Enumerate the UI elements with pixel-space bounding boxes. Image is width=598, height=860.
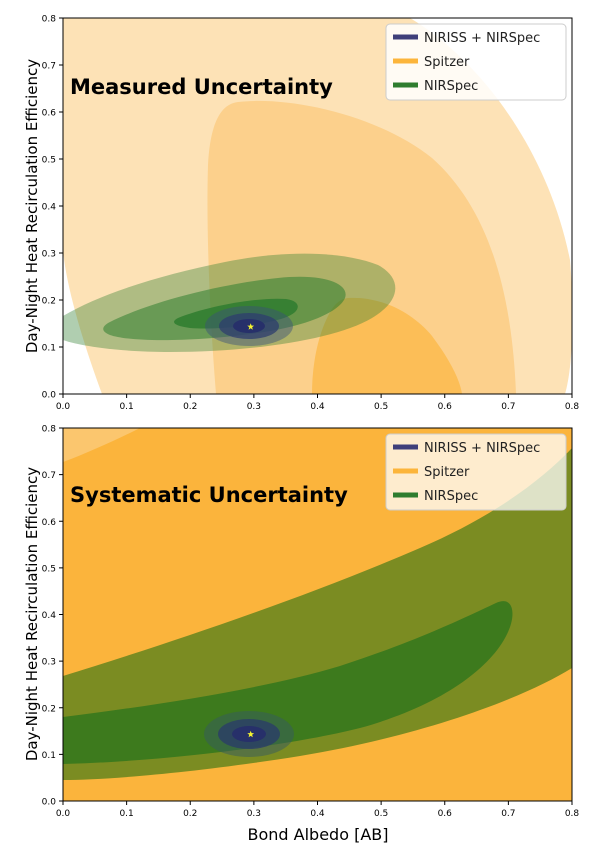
x-tick-label: 0.3 bbox=[247, 402, 261, 412]
x-tick-label: 0.2 bbox=[183, 809, 197, 819]
legend-label-nirspec-2: NIRSpec bbox=[424, 489, 478, 504]
legend-box-2 bbox=[385, 433, 567, 511]
panel-systematic-xlabel: Bond Albedo [AB] bbox=[248, 825, 389, 844]
x-tick-label: 0.1 bbox=[119, 402, 133, 412]
spitzer-contour-corner bbox=[63, 428, 140, 462]
y-tick-label: 0.4 bbox=[42, 611, 57, 621]
x-tick-label: 0.8 bbox=[565, 809, 580, 819]
x-tick-label: 0.4 bbox=[310, 402, 325, 412]
nirspec-band-outer bbox=[63, 448, 572, 780]
best-fit-star-1 bbox=[247, 323, 255, 330]
x-tick-label: 0.1 bbox=[119, 809, 133, 819]
y-tick-label: 0.2 bbox=[42, 297, 56, 307]
y-tick-label: 0.4 bbox=[42, 203, 57, 213]
x-tick-label: 0.5 bbox=[374, 809, 388, 819]
panel-measured-ylabel: Day-Night Heat Recirculation Efficiency bbox=[23, 59, 41, 353]
panel-measured-legend: NIRISS + NIRSpec Spitzer NIRSpec bbox=[385, 23, 567, 101]
panel-systematic-legend: NIRISS + NIRSpec Spitzer NIRSpec bbox=[385, 433, 567, 511]
y-tick-label: 0.6 bbox=[42, 518, 57, 528]
y-tick-label: 0.1 bbox=[42, 751, 56, 761]
panel-systematic-title: Systematic Uncertainty bbox=[70, 483, 348, 507]
x-tick-label: 0.5 bbox=[374, 402, 388, 412]
x-tick-label: 0.7 bbox=[501, 402, 515, 412]
y-tick-label: 0.3 bbox=[42, 658, 56, 668]
x-tick-label: 0.3 bbox=[247, 809, 261, 819]
nirspec-band-middle bbox=[63, 601, 513, 764]
y-tick-label: 0.3 bbox=[42, 250, 56, 260]
x-tick-label: 0.6 bbox=[438, 809, 453, 819]
y-tick-label: 0.8 bbox=[42, 15, 57, 25]
x-tick-label: 0.7 bbox=[501, 809, 515, 819]
x-tick-label: 0.6 bbox=[438, 402, 453, 412]
x-tick-label: 0.4 bbox=[310, 809, 325, 819]
y-tick-label: 0.2 bbox=[42, 704, 56, 714]
x-tick-label: 0.2 bbox=[183, 402, 197, 412]
y-tick-label: 0.6 bbox=[42, 109, 57, 119]
y-tick-label: 0.0 bbox=[42, 391, 57, 401]
spitzer-contour-inner bbox=[312, 297, 462, 394]
y-tick-label: 0.1 bbox=[42, 344, 56, 354]
panel-measured: Measured Uncertainty Day-Night Heat Reci… bbox=[23, 15, 579, 413]
panel-systematic-ticks: 0.0 0.1 0.2 0.3 0.4 0.5 0.6 0.7 0.8 0.0 0.1 0.2 0.3 0… bbox=[42, 425, 580, 820]
x-tick-label: 0.8 bbox=[565, 402, 580, 412]
legend-label-spitzer-2: Spitzer bbox=[424, 465, 470, 480]
y-tick-label: 0.0 bbox=[42, 798, 57, 808]
legend-label-combined-2: NIRISS + NIRSpec bbox=[424, 441, 540, 456]
y-tick-label: 0.8 bbox=[42, 425, 57, 435]
legend-label-combined: NIRISS + NIRSpec bbox=[424, 31, 540, 46]
panel-systematic-ylabel: Day-Night Heat Recirculation Efficiency bbox=[23, 467, 41, 761]
x-tick-label: 0.0 bbox=[56, 809, 71, 819]
x-tick-label: 0.0 bbox=[56, 402, 71, 412]
y-tick-label: 0.7 bbox=[42, 471, 56, 481]
legend-box bbox=[385, 23, 567, 101]
y-tick-label: 0.5 bbox=[42, 564, 56, 574]
panel-measured-ticks: 0.0 0.1 0.2 0.3 0.4 0.5 0.6 0.7 0.8 0.0 0.1 0.2 0.3 0… bbox=[42, 15, 580, 413]
panel-systematic: Systematic Uncertainty Day-Night Heat Re… bbox=[23, 425, 579, 845]
panel-measured-title: Measured Uncertainty bbox=[70, 75, 333, 99]
y-tick-label: 0.7 bbox=[42, 62, 56, 72]
legend-label-spitzer: Spitzer bbox=[424, 55, 470, 70]
best-fit-star-2 bbox=[247, 730, 255, 738]
legend-label-nirspec: NIRSpec bbox=[424, 79, 478, 94]
y-tick-label: 0.5 bbox=[42, 156, 56, 166]
